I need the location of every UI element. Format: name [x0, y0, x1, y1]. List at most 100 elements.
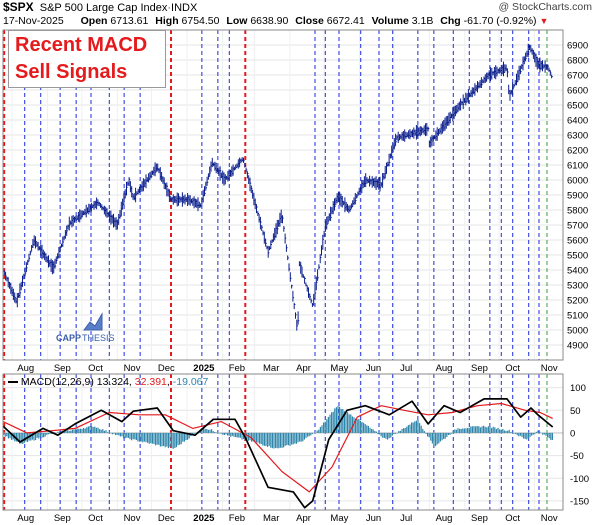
macd-histogram-bar: [151, 432, 153, 444]
macd-histogram-bar: [543, 432, 545, 435]
macd-histogram-bar: [339, 406, 341, 433]
macd-histogram-bar: [465, 428, 467, 433]
macd-histogram-bar: [70, 430, 72, 433]
macd-histogram-bar: [420, 425, 422, 433]
macd-histogram-bar: [444, 432, 446, 439]
macd-histogram-bar: [161, 432, 163, 447]
macd-histogram-bar: [47, 432, 49, 435]
macd-histogram-bar: [523, 432, 525, 439]
overlay-line-2: Sell Signals: [15, 61, 128, 83]
price-month-label: Aug: [436, 363, 453, 374]
high-label: High: [155, 15, 179, 27]
close-value: 6672.41: [326, 15, 365, 27]
macd-histogram-bar: [372, 429, 374, 433]
macd-histogram-bar: [481, 426, 483, 433]
macd-histogram-bar: [324, 421, 326, 433]
macd-histogram-bar: [289, 432, 291, 446]
price-month-label: Oct: [88, 363, 103, 374]
macd-histogram-bar: [116, 432, 118, 435]
macd-histogram-bar: [495, 429, 497, 433]
macd-histogram-bar: [524, 432, 526, 439]
macd-histogram-bar: [318, 429, 320, 433]
macd-histogram-bar: [398, 431, 400, 433]
macd-histogram-bar: [132, 432, 134, 440]
macd-histogram-bar: [513, 432, 515, 434]
macd-histogram-bar: [225, 432, 227, 435]
macd-histogram-bar: [342, 409, 344, 433]
macd-histogram-bar: [316, 430, 318, 433]
macd-histogram-bar: [473, 426, 475, 433]
price-panel-frame: [2, 29, 564, 361]
macd-month-label: Aug: [436, 513, 453, 524]
high-value: 6754.50: [181, 15, 220, 27]
macd-month-label: Sep: [54, 513, 71, 524]
macd-histogram-bar: [278, 432, 280, 449]
price-series: [2, 43, 554, 509]
macd-value: 13.324: [96, 376, 129, 388]
macd-histogram-bar: [343, 411, 345, 433]
macd-histogram-bar: [391, 432, 393, 436]
macd-histogram-bar: [374, 430, 376, 433]
macd-histogram-bar: [230, 432, 232, 437]
macd-histogram-bar: [89, 426, 91, 433]
macd-histogram-bar: [233, 432, 235, 437]
macd-histogram-bar: [307, 432, 309, 437]
macd-month-label: Oct: [88, 513, 103, 524]
price-month-label: Dec: [158, 363, 175, 374]
macd-histogram-bar: [350, 414, 352, 433]
macd-histogram-bar: [283, 432, 285, 448]
macd-month-label: Nov: [541, 513, 558, 524]
price-tick-label: 6100: [567, 161, 588, 172]
macd-histogram-bar: [81, 428, 83, 433]
volume-label: Volume: [371, 15, 409, 27]
macd-histogram-bar: [479, 427, 481, 433]
capp-thesis-logo: CAPP THESIS: [56, 312, 115, 343]
macd-histogram-bar: [276, 432, 278, 449]
price-tick-label: 5700: [567, 221, 588, 232]
macd-histogram-bar: [486, 427, 488, 433]
macd-histogram-bar: [188, 432, 190, 439]
macd-histogram-bar: [145, 432, 147, 443]
macd-histogram-bar: [401, 429, 403, 433]
macd-histogram-bar: [20, 432, 22, 444]
price-month-label: Aug: [17, 363, 34, 374]
macd-month-label: Dec: [158, 513, 175, 524]
macd-histogram-bar: [321, 425, 323, 433]
close-label: Close: [295, 15, 324, 27]
macd-histogram-bar: [11, 432, 13, 440]
macd-histogram-bar: [131, 432, 133, 441]
macd-histogram-bar: [211, 429, 213, 433]
macd-histogram-bar: [179, 432, 181, 445]
price-month-label: Nov: [541, 363, 558, 374]
ohlc-row: 17-Nov-2025 Open 6713.61 High 6754.50 Lo…: [3, 14, 548, 28]
macd-histogram-bar: [300, 432, 302, 442]
macd-histogram-bar: [411, 422, 413, 433]
macd-histogram-bar: [478, 426, 480, 433]
macd-histogram-bar: [212, 431, 214, 433]
low-label: Low: [226, 15, 248, 27]
overlay-title-box: Recent MACD Sell Signals: [8, 30, 166, 88]
macd-histogram-bar: [355, 418, 357, 433]
macd-histogram-bar: [441, 432, 443, 441]
macd-histogram-bar: [65, 430, 67, 433]
macd-histogram-bar: [423, 431, 425, 433]
logo-text-capp: CAPP: [56, 333, 81, 343]
macd-histogram-bar: [417, 419, 419, 433]
price-month-label: Jun: [366, 363, 381, 374]
macd-histogram-bar: [227, 432, 229, 436]
macd-histogram-bar: [507, 430, 509, 433]
macd-histogram-bar: [43, 432, 45, 438]
macd-histogram-bar: [127, 432, 129, 438]
price-tick-label: 6700: [567, 71, 588, 82]
macd-histogram-bar: [49, 432, 51, 434]
macd-histogram-bar: [521, 432, 523, 438]
signal-vertical-lines: [3, 30, 548, 510]
macd-histogram-bar: [164, 432, 166, 448]
macd-histogram-bar: [353, 417, 355, 433]
macd-histogram-bar: [359, 420, 361, 433]
macd-histogram-bar: [257, 432, 259, 443]
macd-histogram-bar: [407, 425, 409, 433]
macd-histogram-bar: [537, 430, 539, 433]
macd-month-label: Jul: [400, 513, 412, 524]
macd-histogram-bar: [15, 432, 17, 442]
